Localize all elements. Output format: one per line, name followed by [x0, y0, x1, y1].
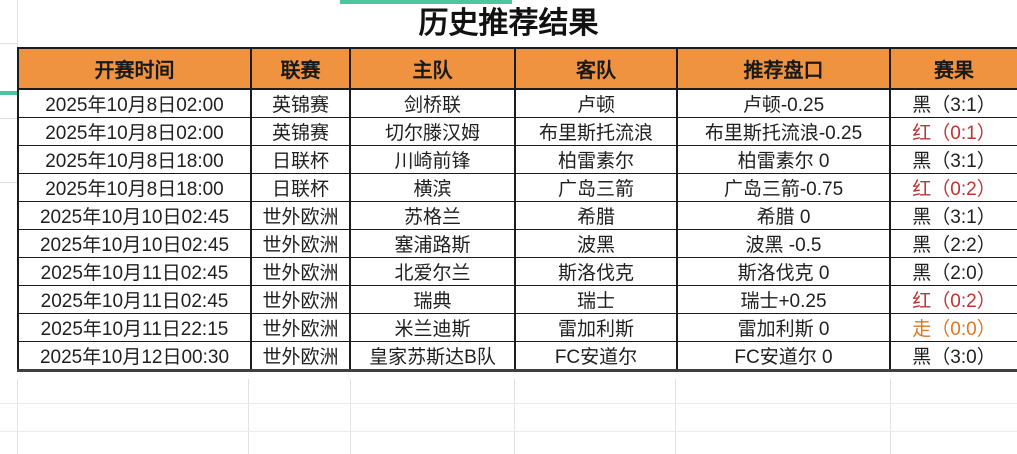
header-league[interactable]: 联赛 [250, 47, 351, 90]
cell-away-team[interactable]: 柏雷素尔 [514, 145, 678, 174]
cell-home-team[interactable]: 川崎前锋 [349, 145, 516, 174]
cell-result[interactable]: 黑（3:1） [889, 201, 1017, 230]
table-row: 2025年10月10日02:45 世外欧洲 塞浦路斯 波黑 波黑 -0.5 黑（… [17, 229, 1017, 258]
cell-start-time[interactable]: 2025年10月11日22:15 [17, 313, 252, 342]
results-table-container: 开赛时间 联赛 主队 客队 推荐盘口 赛果 2025年10月8日02:00 英锦… [17, 47, 1017, 372]
cell-home-team[interactable]: 北爱尔兰 [349, 257, 516, 286]
cell-home-team[interactable]: 皇家苏斯达B队 [349, 341, 516, 372]
gridline-vertical [17, 0, 18, 47]
table-row: 2025年10月11日22:15 世外欧洲 米兰迪斯 雷加利斯 雷加利斯 0 走… [17, 313, 1017, 342]
gridline-horizontal [0, 43, 17, 44]
table-body: 2025年10月8日02:00 英锦赛 剑桥联 卢顿 卢顿-0.25 黑（3:1… [17, 88, 1017, 372]
gridline-horizontal [0, 182, 17, 183]
cell-handicap[interactable]: 卢顿-0.25 [676, 88, 891, 118]
cell-start-time[interactable]: 2025年10月8日02:00 [17, 117, 252, 146]
cell-home-team[interactable]: 米兰迪斯 [349, 313, 516, 342]
table-row: 2025年10月11日02:45 世外欧洲 瑞典 瑞士 瑞士+0.25 红（0:… [17, 285, 1017, 314]
cell-away-team[interactable]: 斯洛伐克 [514, 257, 678, 286]
cell-handicap[interactable]: FC安道尔 0 [676, 341, 891, 372]
cell-league[interactable]: 英锦赛 [250, 88, 351, 118]
header-away-team[interactable]: 客队 [514, 47, 678, 90]
cell-league[interactable]: 世外欧洲 [250, 201, 351, 230]
cell-result[interactable]: 红（0:2） [889, 173, 1017, 202]
cell-start-time[interactable]: 2025年10月8日18:00 [17, 145, 252, 174]
cell-away-team[interactable]: 广岛三箭 [514, 173, 678, 202]
cell-result[interactable]: 走（0:0） [889, 313, 1017, 342]
cell-result[interactable]: 黑（2:2） [889, 229, 1017, 258]
cell-away-team[interactable]: 波黑 [514, 229, 678, 258]
cell-handicap[interactable]: 瑞士+0.25 [676, 285, 891, 314]
table-row: 2025年10月12日00:30 世外欧洲 皇家苏斯达B队 FC安道尔 FC安道… [17, 341, 1017, 372]
cell-league[interactable]: 世外欧洲 [250, 341, 351, 372]
cell-league[interactable]: 英锦赛 [250, 117, 351, 146]
selection-accent-top-bar [340, 0, 512, 4]
cell-league[interactable]: 世外欧洲 [250, 285, 351, 314]
cell-result[interactable]: 黑（3:0） [889, 341, 1017, 372]
gridline-vertical [514, 379, 515, 454]
cell-start-time[interactable]: 2025年10月8日02:00 [17, 88, 252, 118]
cell-start-time[interactable]: 2025年10月11日02:45 [17, 257, 252, 286]
cell-handicap[interactable]: 雷加利斯 0 [676, 313, 891, 342]
cell-away-team[interactable]: 卢顿 [514, 88, 678, 118]
table-row: 2025年10月8日02:00 英锦赛 剑桥联 卢顿 卢顿-0.25 黑（3:1… [17, 88, 1017, 118]
cell-home-team[interactable]: 瑞典 [349, 285, 516, 314]
gridline-vertical [890, 379, 891, 454]
cell-start-time[interactable]: 2025年10月11日02:45 [17, 285, 252, 314]
table-row: 2025年10月11日02:45 世外欧洲 北爱尔兰 斯洛伐克 斯洛伐克 0 黑… [17, 257, 1017, 286]
cell-handicap[interactable]: 布里斯托流浪-0.25 [676, 117, 891, 146]
cell-home-team[interactable]: 横滨 [349, 173, 516, 202]
cell-away-team[interactable]: 雷加利斯 [514, 313, 678, 342]
cell-league[interactable]: 世外欧洲 [250, 257, 351, 286]
header-start-time[interactable]: 开赛时间 [17, 47, 252, 90]
cell-handicap[interactable]: 斯洛伐克 0 [676, 257, 891, 286]
cell-start-time[interactable]: 2025年10月10日02:45 [17, 201, 252, 230]
cell-result[interactable]: 黑（3:1） [889, 88, 1017, 118]
cell-away-team[interactable]: 瑞士 [514, 285, 678, 314]
cell-league[interactable]: 日联杯 [250, 173, 351, 202]
cell-away-team[interactable]: FC安道尔 [514, 341, 678, 372]
cell-start-time[interactable]: 2025年10月10日02:45 [17, 229, 252, 258]
table-row: 2025年10月8日18:00 日联杯 川崎前锋 柏雷素尔 柏雷素尔 0 黑（3… [17, 145, 1017, 174]
table-row: 2025年10月10日02:45 世外欧洲 苏格兰 希腊 希腊 0 黑（3:1） [17, 201, 1017, 230]
cell-handicap[interactable]: 广岛三箭-0.75 [676, 173, 891, 202]
gridline-horizontal [0, 431, 1017, 432]
cell-away-team[interactable]: 布里斯托流浪 [514, 117, 678, 146]
cell-league[interactable]: 日联杯 [250, 145, 351, 174]
cell-result[interactable]: 黑（2:0） [889, 257, 1017, 286]
selection-accent-left-mark [0, 91, 17, 95]
cell-home-team[interactable]: 塞浦路斯 [349, 229, 516, 258]
header-handicap[interactable]: 推荐盘口 [676, 47, 891, 90]
header-home-team[interactable]: 主队 [349, 47, 516, 90]
cell-result[interactable]: 黑（3:1） [889, 145, 1017, 174]
table-row: 2025年10月8日18:00 日联杯 横滨 广岛三箭 广岛三箭-0.75 红（… [17, 173, 1017, 202]
header-row: 开赛时间 联赛 主队 客队 推荐盘口 赛果 [17, 47, 1017, 90]
gridline-vertical [675, 379, 676, 454]
page-title: 历史推荐结果 [418, 7, 599, 40]
cell-home-team[interactable]: 剑桥联 [349, 88, 516, 118]
cell-start-time[interactable]: 2025年10月8日18:00 [17, 173, 252, 202]
gridline-horizontal [0, 118, 17, 119]
cell-league[interactable]: 世外欧洲 [250, 229, 351, 258]
gridline-vertical [17, 379, 18, 454]
table-row: 2025年10月8日02:00 英锦赛 切尔滕汉姆 布里斯托流浪 布里斯托流浪-… [17, 117, 1017, 146]
gridline-vertical [248, 379, 249, 454]
cell-handicap[interactable]: 希腊 0 [676, 201, 891, 230]
cell-result[interactable]: 红（0:1） [889, 117, 1017, 146]
cell-away-team[interactable]: 希腊 [514, 201, 678, 230]
cell-result[interactable]: 红（0:2） [889, 285, 1017, 314]
gridline-horizontal [0, 403, 1017, 404]
cell-home-team[interactable]: 切尔滕汉姆 [349, 117, 516, 146]
cell-handicap[interactable]: 柏雷素尔 0 [676, 145, 891, 174]
cell-start-time[interactable]: 2025年10月12日00:30 [17, 341, 252, 372]
gridline-vertical [350, 379, 351, 454]
header-result[interactable]: 赛果 [889, 47, 1017, 90]
cell-handicap[interactable]: 波黑 -0.5 [676, 229, 891, 258]
cell-league[interactable]: 世外欧洲 [250, 313, 351, 342]
cell-home-team[interactable]: 苏格兰 [349, 201, 516, 230]
results-table: 开赛时间 联赛 主队 客队 推荐盘口 赛果 2025年10月8日02:00 英锦… [17, 47, 1017, 372]
